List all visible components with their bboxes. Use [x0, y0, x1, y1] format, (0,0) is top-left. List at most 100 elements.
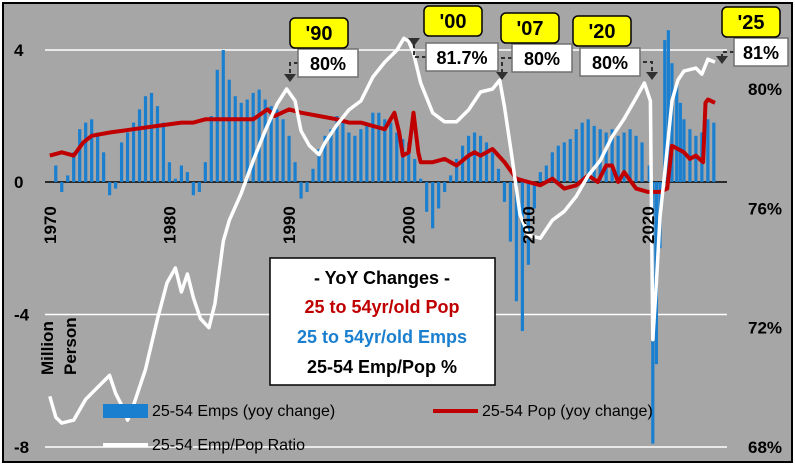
- emps-bar: [389, 122, 393, 182]
- emps-bar: [395, 132, 399, 182]
- annotation-leader: [413, 44, 426, 58]
- annotation-value: 80%: [524, 49, 560, 69]
- emps-bar: [257, 89, 261, 182]
- emps-bar: [245, 99, 249, 182]
- annotation-value: 81%: [743, 43, 779, 63]
- emps-bar: [413, 158, 417, 182]
- emps-bar: [108, 182, 112, 196]
- emps-bar: [454, 158, 459, 182]
- emps-bar: [137, 109, 142, 182]
- annotation-value-box: [297, 48, 359, 78]
- emps-bar: [191, 182, 195, 196]
- axes: 4 0 -4 -8 80% 76% 72% 68% 1970 1980 1990 2000 2010 20…: [14, 41, 782, 457]
- emps-bar: [490, 152, 495, 182]
- emps-bar: [227, 79, 231, 182]
- annotation-year: '20: [588, 21, 615, 43]
- annotation-year: '00: [439, 11, 466, 33]
- emps-bar: [514, 182, 519, 302]
- emps-bar: [460, 145, 465, 182]
- y-right-tick-label: 80%: [748, 80, 782, 99]
- emps-bar: [496, 168, 501, 182]
- y-axis-label-person: Person: [61, 317, 80, 375]
- y-left-tick-label: 0: [14, 173, 23, 192]
- legend-swatch-emps: [103, 404, 148, 418]
- emps-bar: [377, 112, 381, 182]
- emps-bar: [616, 135, 620, 182]
- annotation-year-badge: [721, 6, 781, 38]
- annotation-year: '25: [737, 12, 764, 34]
- y-left-tick-label: 4: [14, 41, 24, 60]
- emps-bar: [96, 132, 100, 182]
- y-right-tick-label: 68%: [748, 438, 782, 457]
- emps-bar: [215, 69, 219, 182]
- y-left-tick-label: -8: [14, 438, 29, 457]
- legend: 25-54 Emps (yoy change) 25-54 Pop (yoy c…: [103, 403, 653, 454]
- emps-bar: [209, 116, 213, 182]
- emps-bar: [287, 135, 291, 182]
- emps-bar: [502, 182, 507, 202]
- emps-bar: [425, 182, 429, 212]
- legend-label-emps: 25-54 Emps (yoy change): [152, 403, 335, 420]
- emps-bar: [113, 182, 118, 189]
- emps-bar: [335, 116, 339, 182]
- emps-bar: [119, 142, 124, 182]
- emps-bar: [538, 172, 542, 182]
- emps-bar: [675, 83, 679, 182]
- annotation-year-badge: [572, 15, 632, 47]
- emps-bar: [239, 102, 243, 182]
- emps-bar: [197, 182, 201, 192]
- emps-bar: [532, 182, 536, 209]
- emps-bar: [598, 129, 602, 182]
- emps-bar: [60, 182, 64, 192]
- emps-bar: [66, 175, 70, 182]
- emps-bar: [155, 106, 160, 182]
- annotation-value: 80%: [310, 54, 346, 74]
- annotation-leader: [289, 62, 298, 80]
- emps-bar: [544, 165, 548, 182]
- legend-text-box-frame: [269, 257, 496, 386]
- emps-bar: [580, 122, 584, 182]
- emps-bar: [419, 178, 423, 182]
- emps-bar: [694, 135, 698, 182]
- annotation-arrowhead: [496, 72, 508, 80]
- emps-bar: [712, 122, 716, 182]
- emps-bar: [574, 129, 578, 182]
- emps-bar: [131, 122, 136, 182]
- emps-bar: [323, 135, 327, 182]
- emps-bar: [84, 122, 88, 182]
- emps-bar: [592, 125, 596, 182]
- emps-bar: [203, 162, 207, 182]
- emps-bar: [604, 132, 608, 182]
- text-box-title: - YoY Changes -: [314, 268, 450, 288]
- emps-bar: [640, 142, 644, 182]
- emps-bar: [484, 142, 489, 182]
- emps-bar: [472, 132, 477, 182]
- emps-bar: [293, 162, 297, 182]
- emps-bar: [407, 142, 411, 182]
- emps-bar: [586, 119, 590, 182]
- y-axis-label-million: Million: [38, 321, 57, 375]
- pop-line: [49, 97, 716, 194]
- emps-bar: [663, 40, 667, 182]
- x-tick-label: 1990: [280, 206, 299, 244]
- emps-bar: [185, 172, 189, 182]
- annotation-arrowhead: [284, 74, 296, 82]
- emps-bar: [72, 152, 76, 182]
- emps-bar: [670, 63, 674, 183]
- annotation-value-box: [733, 37, 789, 67]
- emps-bar: [269, 106, 273, 182]
- emps-bar: [508, 182, 513, 242]
- emps-bar: [383, 119, 387, 182]
- annotation-leader: [721, 51, 734, 62]
- emps-bar: [149, 92, 154, 182]
- annotations: 80% '90 81.7% '00 80% '07 80% '20 81% '25: [284, 5, 789, 82]
- y-left-tick-label: -4: [14, 306, 30, 325]
- emps-bar: [550, 152, 554, 182]
- emps-bar: [634, 135, 638, 182]
- y-right-tick-label: 72%: [748, 319, 782, 338]
- annotation-value-box: [425, 42, 499, 72]
- emps-bar: [263, 99, 267, 182]
- emps-bar: [143, 96, 148, 182]
- x-tick-label: 1980: [160, 206, 179, 244]
